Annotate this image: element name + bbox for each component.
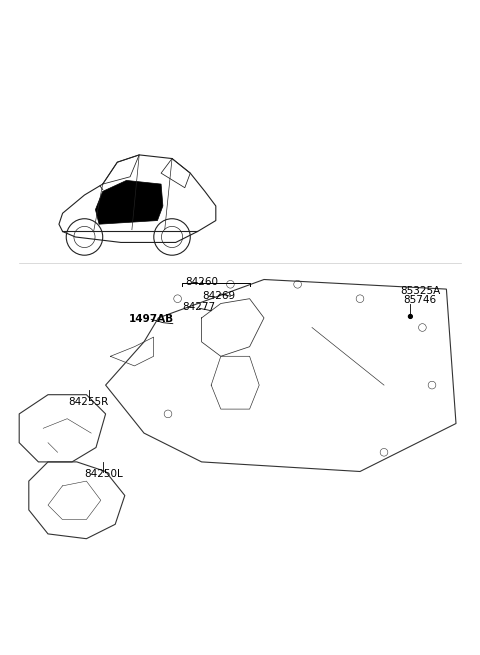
Text: 84255R: 84255R [69,397,109,407]
Text: 84260: 84260 [185,277,218,287]
Text: 84250L: 84250L [84,469,122,479]
Text: 1497AB: 1497AB [129,314,174,324]
Text: 85325A: 85325A [400,286,440,295]
Text: 85746: 85746 [403,295,437,305]
Polygon shape [96,180,163,224]
Text: 84277: 84277 [182,303,216,312]
Text: 84269: 84269 [202,291,235,301]
Circle shape [408,314,412,318]
